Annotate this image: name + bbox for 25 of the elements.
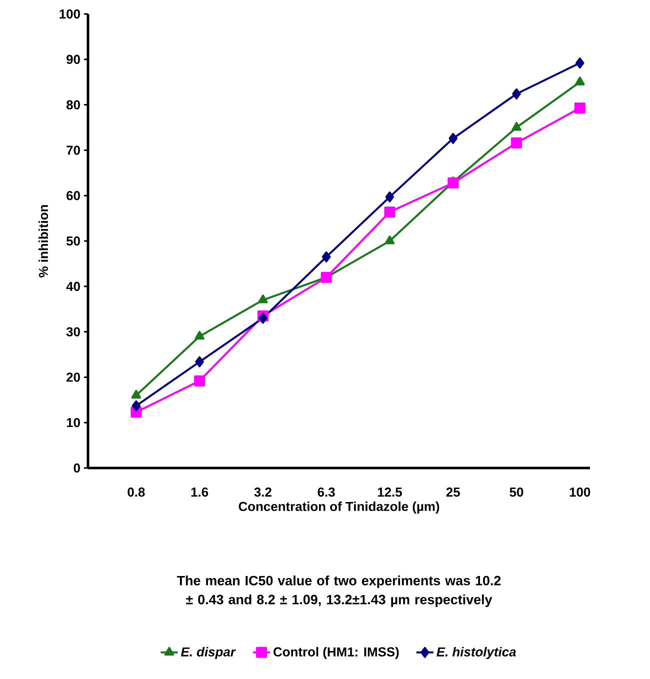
legend-label: E. histolytica — [436, 646, 516, 660]
y-tick-label: 50 — [66, 236, 80, 246]
x-tick-label: 25 — [446, 488, 460, 497]
y-tick-label: 0 — [74, 463, 80, 473]
y-tick-label: 30 — [66, 327, 80, 336]
legend-label: E. dispar — [180, 646, 236, 660]
y-tick-label: 20 — [66, 372, 80, 382]
y-tick-label: 100 — [60, 9, 80, 19]
y-tick-label: 70 — [66, 146, 80, 155]
y-tick-label: 10 — [66, 418, 80, 428]
y-axis-title: % inhibition — [38, 205, 48, 278]
y-tick-label: 60 — [66, 191, 80, 200]
x-tick-label: 1.6 — [191, 488, 208, 497]
x-axis-title: Concentration of Tinidazole (µm) — [238, 502, 440, 514]
legend-label: Control (HM1: IMSS) — [274, 646, 399, 660]
x-tick-label: 6.3 — [318, 488, 335, 497]
y-tick-label: 90 — [66, 54, 80, 64]
x-tick-label: 0.8 — [128, 488, 145, 497]
x-tick-label: 50 — [510, 488, 524, 497]
y-tick-label: 40 — [66, 282, 80, 291]
y-tick-label: 80 — [66, 100, 80, 110]
x-tick-label: 12.5 — [378, 488, 402, 497]
x-tick-label: 100 — [570, 488, 590, 497]
text: The mean IC50 value of two experiments was 10.2 ± 0.43 and 8.2 ± 1.09, 13.2±1.43 µm respectively — [176, 576, 501, 607]
x-tick-label: 3.2 — [254, 488, 272, 497]
